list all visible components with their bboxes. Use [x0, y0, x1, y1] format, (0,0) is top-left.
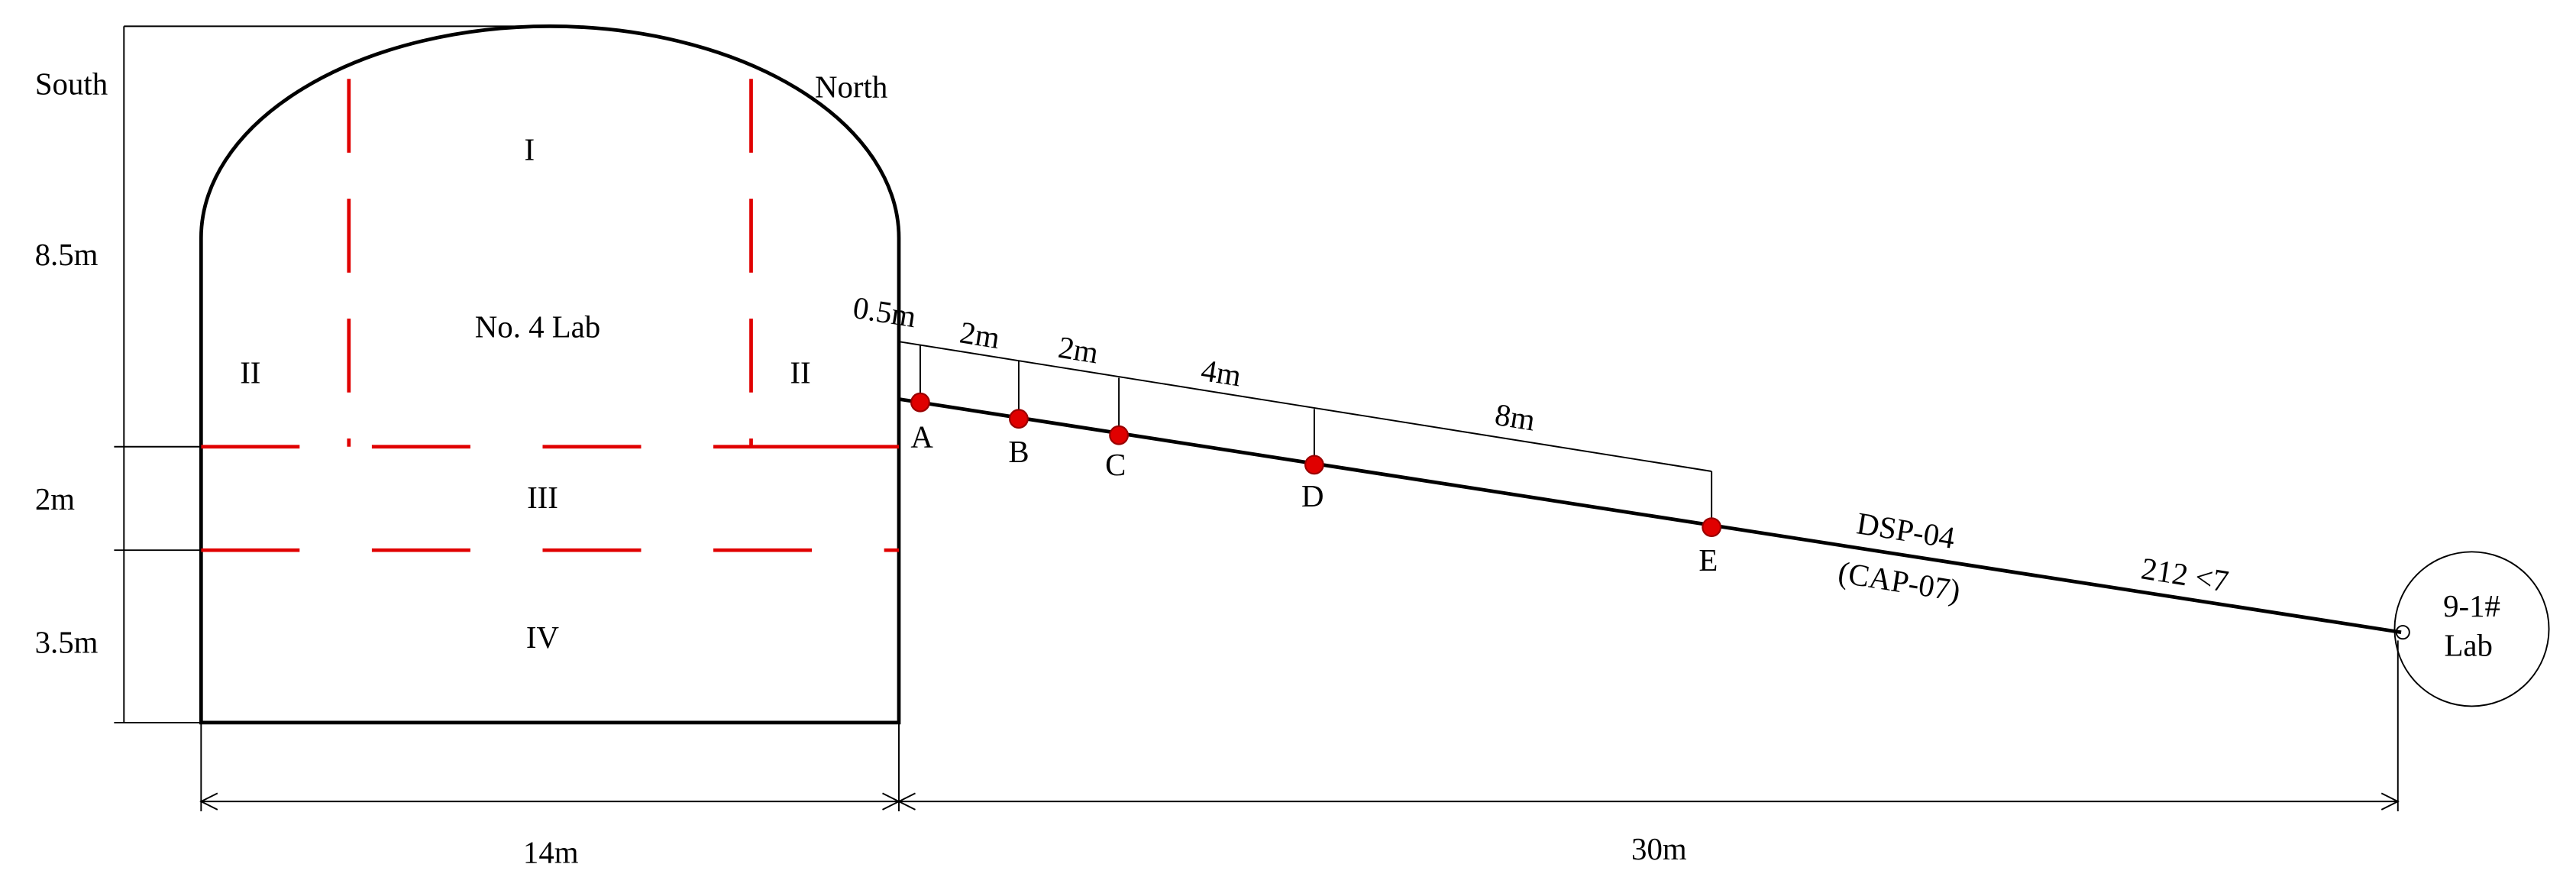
point-label: E — [1698, 543, 1718, 578]
label: No. 4 Lab — [475, 309, 600, 344]
target-label: Lab — [2444, 629, 2492, 663]
borehole-line — [898, 397, 2402, 635]
dimension-label: 30m — [1631, 832, 1687, 866]
point-label: D — [1301, 479, 1324, 513]
label: II — [790, 356, 810, 390]
spacing-label: 4m — [1199, 353, 1244, 393]
borehole-end — [2395, 625, 2410, 640]
point-marker — [1304, 455, 1324, 475]
spacing-label: 8m — [1493, 397, 1538, 438]
point-marker — [1702, 517, 1722, 537]
label: South — [35, 66, 108, 101]
label: I — [524, 132, 535, 167]
label: III — [527, 481, 558, 515]
tunnel-outline — [199, 24, 901, 725]
point-marker — [910, 392, 930, 413]
offset-line — [898, 341, 1712, 472]
label: II — [240, 356, 260, 390]
target-circle — [2393, 551, 2550, 707]
point-label: C — [1105, 448, 1126, 482]
dimension-label: 8.5m — [35, 238, 99, 272]
arrowheads — [199, 792, 2400, 811]
dimension-label: 14m — [523, 835, 579, 869]
label: North — [815, 70, 887, 105]
point-marker — [1009, 409, 1029, 429]
point-label: B — [1008, 435, 1029, 469]
dimension-label: 2m — [35, 482, 75, 516]
spacing-label: 2m — [1056, 330, 1101, 371]
point-label: A — [910, 420, 933, 455]
dimension-label: 3.5m — [35, 625, 99, 659]
target-label: 9-1# — [2443, 589, 2500, 623]
spacing-label: 2m — [958, 315, 1003, 355]
point-marker — [1109, 425, 1129, 445]
label: IV — [526, 620, 560, 655]
